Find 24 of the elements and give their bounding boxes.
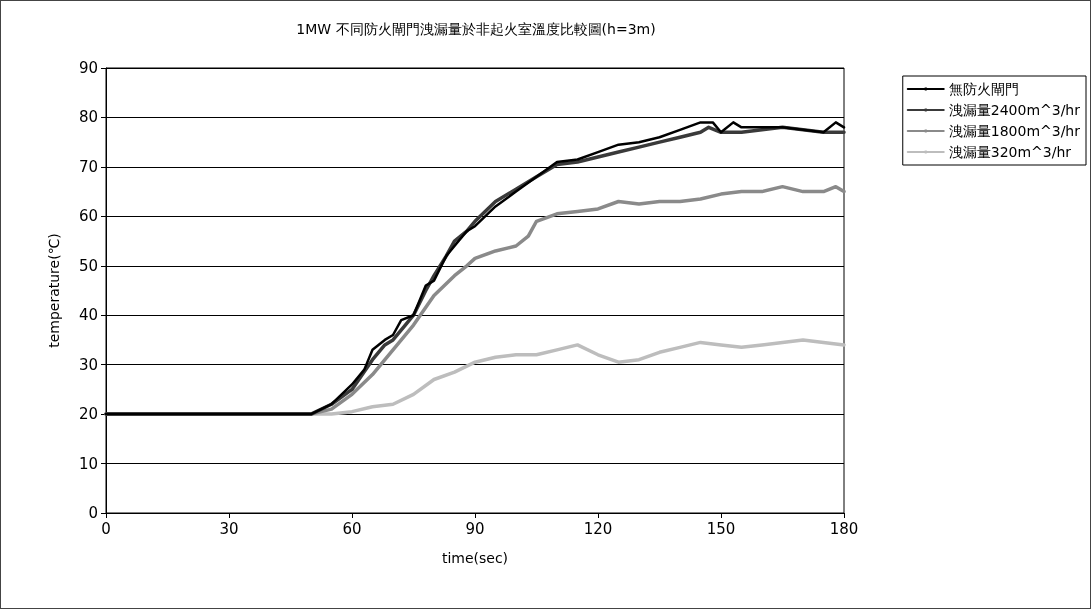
- y-tick-label: 40: [78, 306, 98, 325]
- x-tick-label: 60: [342, 519, 362, 538]
- y-tick-label: 50: [78, 256, 98, 275]
- x-axis-title: time(sec): [441, 550, 509, 566]
- legend-label: 無防火閘門: [948, 81, 1019, 97]
- legend-label: 洩漏量1800m^3/hr: [948, 123, 1081, 139]
- chart-title: 1MW 不同防火閘門洩漏量於非起火室溫度比較圖(h=3m): [296, 21, 656, 37]
- y-axis-title: temperature(℃): [46, 233, 62, 348]
- legend-label: 洩漏量2400m^3/hr: [948, 102, 1081, 118]
- y-tick-label: 70: [78, 157, 98, 176]
- y-tick-label: 90: [78, 59, 98, 77]
- y-tick-label: 20: [78, 405, 98, 424]
- y-tick-label: 30: [78, 355, 98, 374]
- x-tick-label: 150: [706, 519, 736, 538]
- y-tick-label: 0: [88, 504, 98, 522]
- x-tick-label: 0: [101, 519, 111, 538]
- x-tick-label: 120: [583, 519, 613, 538]
- x-tick-label: 30: [219, 519, 239, 538]
- x-tick-label: 90: [465, 519, 485, 538]
- legend-label: 洩漏量320m^3/hr: [948, 144, 1072, 160]
- x-tick-label: 180: [829, 519, 859, 538]
- y-tick-label: 80: [78, 108, 98, 127]
- y-tick-label: 60: [78, 207, 98, 226]
- y-tick-label: 10: [78, 454, 98, 473]
